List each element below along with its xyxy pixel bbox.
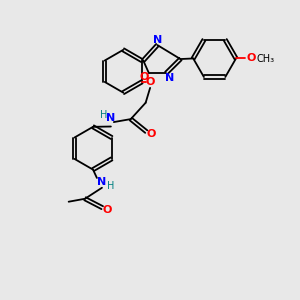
Text: H: H: [107, 181, 115, 191]
Text: O: O: [246, 53, 256, 64]
Text: H: H: [100, 110, 107, 120]
Text: O: O: [139, 73, 148, 82]
Text: N: N: [165, 73, 174, 83]
Text: N: N: [97, 177, 106, 188]
Text: CH₃: CH₃: [256, 54, 274, 64]
Text: N: N: [153, 35, 162, 45]
Text: O: O: [103, 205, 112, 215]
Text: O: O: [146, 129, 155, 139]
Text: O: O: [146, 77, 155, 87]
Text: N: N: [106, 113, 116, 124]
